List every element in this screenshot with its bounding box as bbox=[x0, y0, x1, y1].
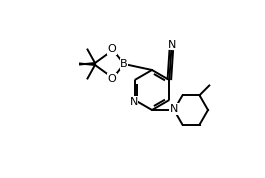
Text: N: N bbox=[168, 40, 176, 50]
Text: N: N bbox=[130, 97, 138, 107]
Text: N: N bbox=[170, 104, 178, 114]
Text: O: O bbox=[108, 44, 116, 54]
Text: B: B bbox=[120, 59, 128, 69]
Text: O: O bbox=[108, 74, 116, 84]
